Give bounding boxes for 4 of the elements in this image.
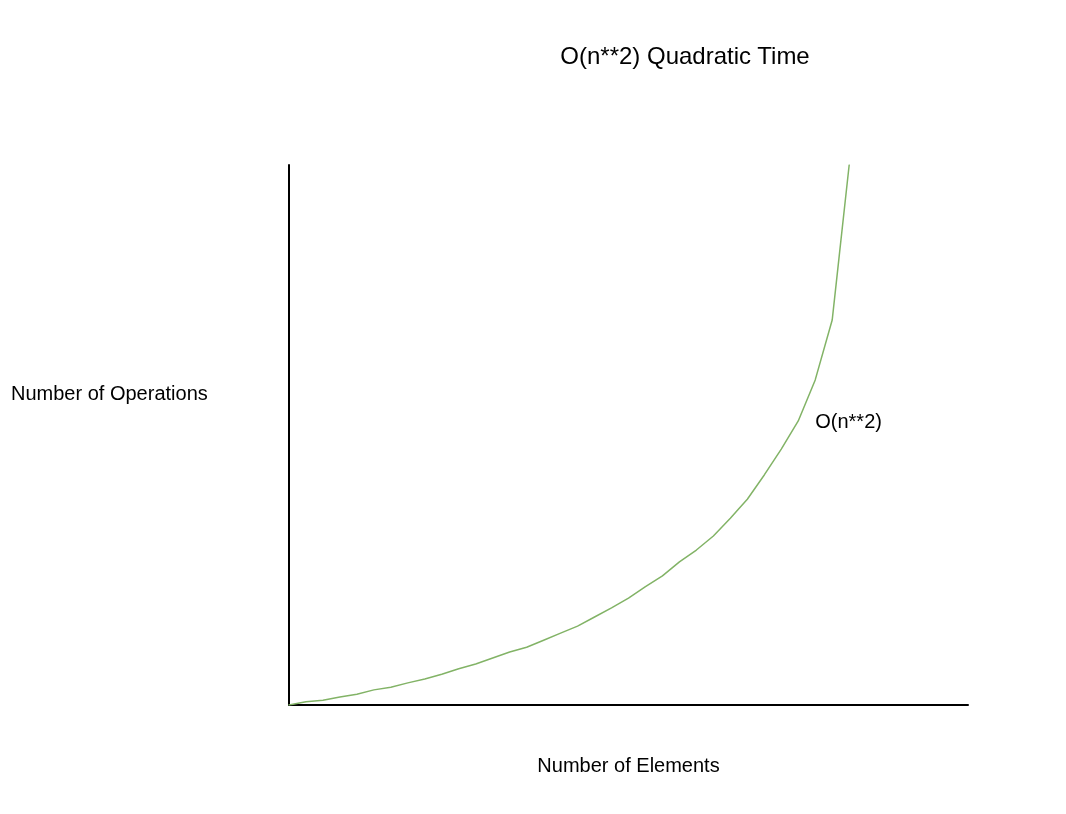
y-axis-title: Number of Operations	[11, 382, 208, 404]
chart-title: O(n**2) Quadratic Time	[560, 41, 810, 69]
series-label: O(n**2)	[815, 409, 882, 432]
x-axis-title: Number of Elements	[537, 754, 720, 776]
